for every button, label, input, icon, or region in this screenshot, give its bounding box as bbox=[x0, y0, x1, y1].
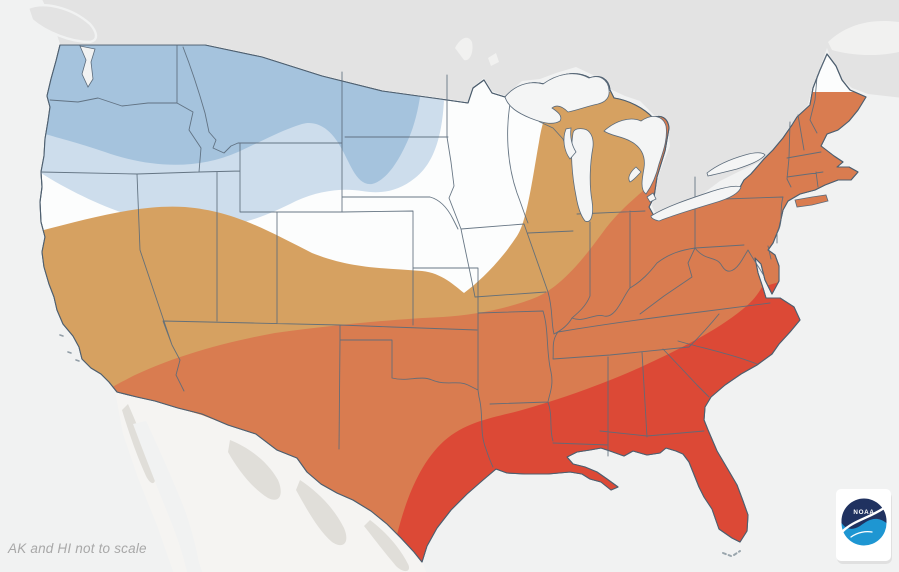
conus-outline-stroke bbox=[39, 44, 867, 563]
saginaw-bay bbox=[628, 166, 642, 183]
lake-ontario bbox=[706, 152, 766, 177]
mexico-relief bbox=[122, 404, 410, 572]
lake-st-clair bbox=[646, 192, 657, 203]
noaa-logo-swoosh bbox=[841, 506, 886, 533]
noaa-logo-sky bbox=[841, 498, 887, 529]
lake-huron bbox=[603, 116, 667, 195]
canada-landmass bbox=[42, 0, 899, 219]
noaa-logo: NOAA bbox=[836, 489, 892, 564]
long-island bbox=[794, 194, 829, 208]
green-bay bbox=[563, 127, 577, 160]
great-lakes bbox=[504, 73, 766, 222]
gulf-of-california bbox=[133, 421, 203, 572]
florida-keys bbox=[722, 550, 741, 557]
lake-superior bbox=[504, 73, 610, 124]
puget-sound bbox=[79, 45, 96, 88]
map-caption: AK and HI not to scale bbox=[8, 541, 147, 556]
noaa-logo-text: NOAA bbox=[853, 509, 874, 516]
state-borders-lines bbox=[40, 44, 828, 468]
lake-erie bbox=[650, 185, 742, 222]
vancouver-island bbox=[26, 4, 98, 44]
gulf-st-lawrence-patch bbox=[828, 20, 899, 56]
canada-lake-patch bbox=[455, 37, 499, 66]
lake-michigan bbox=[571, 128, 594, 222]
channel-islands bbox=[59, 334, 80, 362]
noaa-logo-gull bbox=[850, 531, 873, 538]
